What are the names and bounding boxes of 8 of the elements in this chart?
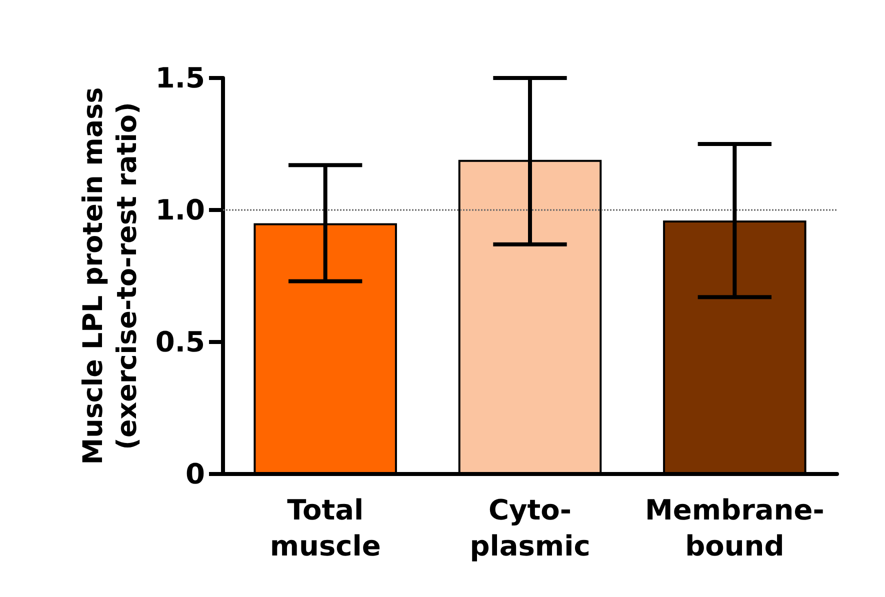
y-tick-label: 0 [186,458,205,490]
y-tick-label: 1.0 [155,194,205,226]
x-tick-label: Total muscle [270,494,381,562]
y-tick-label: 1.5 [155,62,205,94]
y-tick-label: 0.5 [155,326,205,358]
y-axis-title: Muscle LPL protein mass (exercise-to-rest ratio) [78,87,143,465]
x-tick-label: Cyto-plasmic [470,494,590,562]
x-tick-label: Membrane-bound [645,494,824,562]
